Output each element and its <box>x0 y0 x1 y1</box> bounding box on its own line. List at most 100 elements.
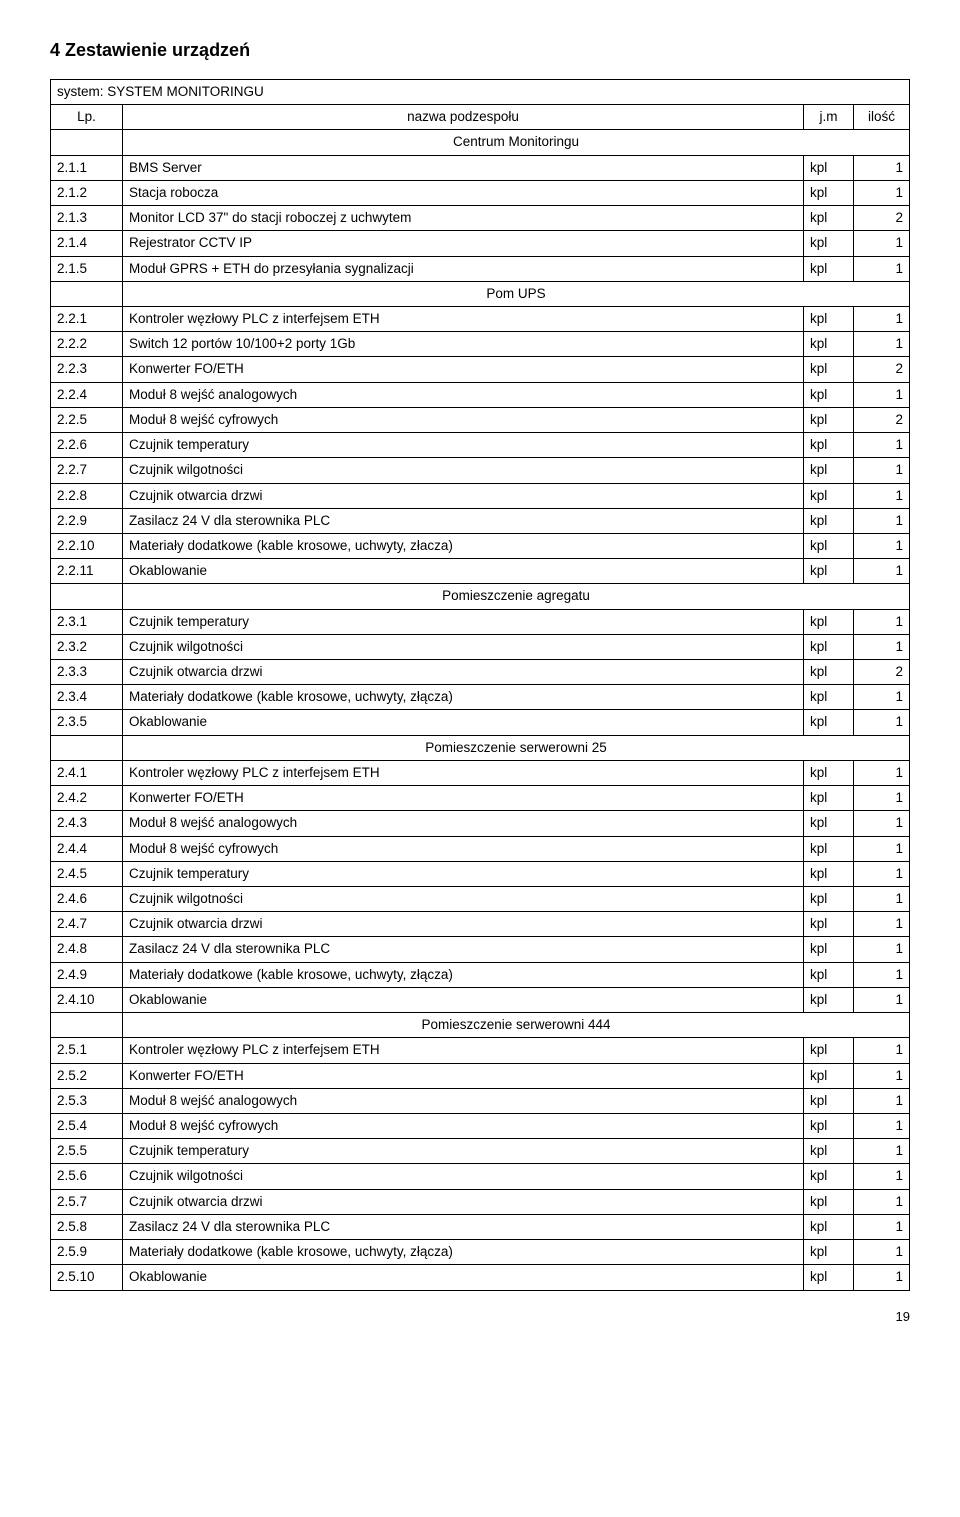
name-cell: Czujnik otwarcia drzwi <box>123 912 804 937</box>
name-cell: Okablowanie <box>123 1265 804 1290</box>
lp-cell: 2.5.1 <box>51 1038 123 1063</box>
lp-cell: 2.2.9 <box>51 508 123 533</box>
table-header-row: Lp.nazwa podzespołuj.milość <box>51 105 910 130</box>
table-row: 2.3.3Czujnik otwarcia drzwikpl2 <box>51 660 910 685</box>
jm-cell: kpl <box>803 483 853 508</box>
lp-cell: 2.4.6 <box>51 887 123 912</box>
qty-cell: 1 <box>853 1038 909 1063</box>
qty-cell: 1 <box>853 836 909 861</box>
lp-cell: 2.3.4 <box>51 685 123 710</box>
lp-cell: 2.4.10 <box>51 987 123 1012</box>
name-cell: Czujnik temperatury <box>123 433 804 458</box>
jm-cell: kpl <box>803 937 853 962</box>
lp-cell: 2.5.6 <box>51 1164 123 1189</box>
lp-cell: 2.4.1 <box>51 760 123 785</box>
section-title-row: Pomieszczenie agregatu <box>51 584 910 609</box>
table-row: 2.2.9Zasilacz 24 V dla sterownika PLCkpl… <box>51 508 910 533</box>
table-row: 2.5.9Materiały dodatkowe (kable krosowe,… <box>51 1240 910 1265</box>
lp-cell: 2.4.8 <box>51 937 123 962</box>
table-row: 2.4.5Czujnik temperaturykpl1 <box>51 861 910 886</box>
qty-cell: 1 <box>853 1189 909 1214</box>
lp-cell <box>51 584 123 609</box>
lp-cell: 2.5.9 <box>51 1240 123 1265</box>
col-name: nazwa podzespołu <box>123 105 804 130</box>
jm-cell: kpl <box>803 180 853 205</box>
lp-cell: 2.5.10 <box>51 1265 123 1290</box>
jm-cell: kpl <box>803 559 853 584</box>
system-label: system: SYSTEM MONITORINGU <box>51 80 910 105</box>
table-row: 2.5.2Konwerter FO/ETHkpl1 <box>51 1063 910 1088</box>
table-row: 2.5.6Czujnik wilgotnościkpl1 <box>51 1164 910 1189</box>
jm-cell: kpl <box>803 836 853 861</box>
section-title-row: Pom UPS <box>51 281 910 306</box>
col-qty: ilość <box>853 105 909 130</box>
section-title-row: Pomieszczenie serwerowni 444 <box>51 1013 910 1038</box>
jm-cell: kpl <box>803 1164 853 1189</box>
jm-cell: kpl <box>803 760 853 785</box>
name-cell: Czujnik otwarcia drzwi <box>123 483 804 508</box>
name-cell: Moduł GPRS + ETH do przesyłania sygnaliz… <box>123 256 804 281</box>
name-cell: Zasilacz 24 V dla sterownika PLC <box>123 937 804 962</box>
qty-cell: 1 <box>853 1214 909 1239</box>
jm-cell: kpl <box>803 811 853 836</box>
equipment-table: system: SYSTEM MONITORINGULp.nazwa podze… <box>50 79 910 1291</box>
table-row: 2.1.5Moduł GPRS + ETH do przesyłania syg… <box>51 256 910 281</box>
jm-cell: kpl <box>803 332 853 357</box>
name-cell: Czujnik otwarcia drzwi <box>123 660 804 685</box>
lp-cell: 2.1.3 <box>51 206 123 231</box>
jm-cell: kpl <box>803 962 853 987</box>
qty-cell: 1 <box>853 155 909 180</box>
qty-cell: 1 <box>853 458 909 483</box>
table-row: 2.3.4Materiały dodatkowe (kable krosowe,… <box>51 685 910 710</box>
name-cell: Konwerter FO/ETH <box>123 357 804 382</box>
table-row: 2.2.6Czujnik temperaturykpl1 <box>51 433 910 458</box>
qty-cell: 1 <box>853 180 909 205</box>
lp-cell: 2.2.1 <box>51 306 123 331</box>
qty-cell: 1 <box>853 1265 909 1290</box>
name-cell: Konwerter FO/ETH <box>123 786 804 811</box>
table-row: 2.5.10Okablowaniekpl1 <box>51 1265 910 1290</box>
table-row: 2.2.10Materiały dodatkowe (kable krosowe… <box>51 533 910 558</box>
name-cell: Czujnik wilgotności <box>123 887 804 912</box>
table-row: 2.3.2Czujnik wilgotnościkpl1 <box>51 634 910 659</box>
name-cell: Moduł 8 wejść analogowych <box>123 811 804 836</box>
qty-cell: 1 <box>853 1164 909 1189</box>
qty-cell: 1 <box>853 861 909 886</box>
lp-cell: 2.1.1 <box>51 155 123 180</box>
table-row: 2.4.8Zasilacz 24 V dla sterownika PLCkpl… <box>51 937 910 962</box>
lp-cell: 2.4.5 <box>51 861 123 886</box>
qty-cell: 1 <box>853 760 909 785</box>
jm-cell: kpl <box>803 634 853 659</box>
name-cell: Czujnik wilgotności <box>123 1164 804 1189</box>
lp-cell <box>51 735 123 760</box>
qty-cell: 2 <box>853 357 909 382</box>
lp-cell: 2.1.4 <box>51 231 123 256</box>
lp-cell: 2.4.4 <box>51 836 123 861</box>
name-cell: Switch 12 portów 10/100+2 porty 1Gb <box>123 332 804 357</box>
name-cell: Monitor LCD 37" do stacji roboczej z uch… <box>123 206 804 231</box>
qty-cell: 1 <box>853 533 909 558</box>
table-row: 2.4.3Moduł 8 wejść analogowychkpl1 <box>51 811 910 836</box>
jm-cell: kpl <box>803 407 853 432</box>
section-heading: 4 Zestawienie urządzeń <box>50 40 910 61</box>
qty-cell: 1 <box>853 987 909 1012</box>
jm-cell: kpl <box>803 155 853 180</box>
name-cell: Moduł 8 wejść analogowych <box>123 382 804 407</box>
qty-cell: 1 <box>853 786 909 811</box>
table-row: 2.1.3Monitor LCD 37" do stacji roboczej … <box>51 206 910 231</box>
qty-cell: 1 <box>853 382 909 407</box>
qty-cell: 2 <box>853 407 909 432</box>
lp-cell: 2.5.5 <box>51 1139 123 1164</box>
qty-cell: 1 <box>853 306 909 331</box>
section-title: Pom UPS <box>123 281 910 306</box>
jm-cell: kpl <box>803 1240 853 1265</box>
jm-cell: kpl <box>803 1139 853 1164</box>
lp-cell <box>51 130 123 155</box>
lp-cell: 2.2.5 <box>51 407 123 432</box>
lp-cell: 2.5.4 <box>51 1113 123 1138</box>
table-row: 2.3.5Okablowaniekpl1 <box>51 710 910 735</box>
lp-cell: 2.4.7 <box>51 912 123 937</box>
lp-cell: 2.4.2 <box>51 786 123 811</box>
section-title: Pomieszczenie serwerowni 25 <box>123 735 910 760</box>
lp-cell: 2.2.11 <box>51 559 123 584</box>
